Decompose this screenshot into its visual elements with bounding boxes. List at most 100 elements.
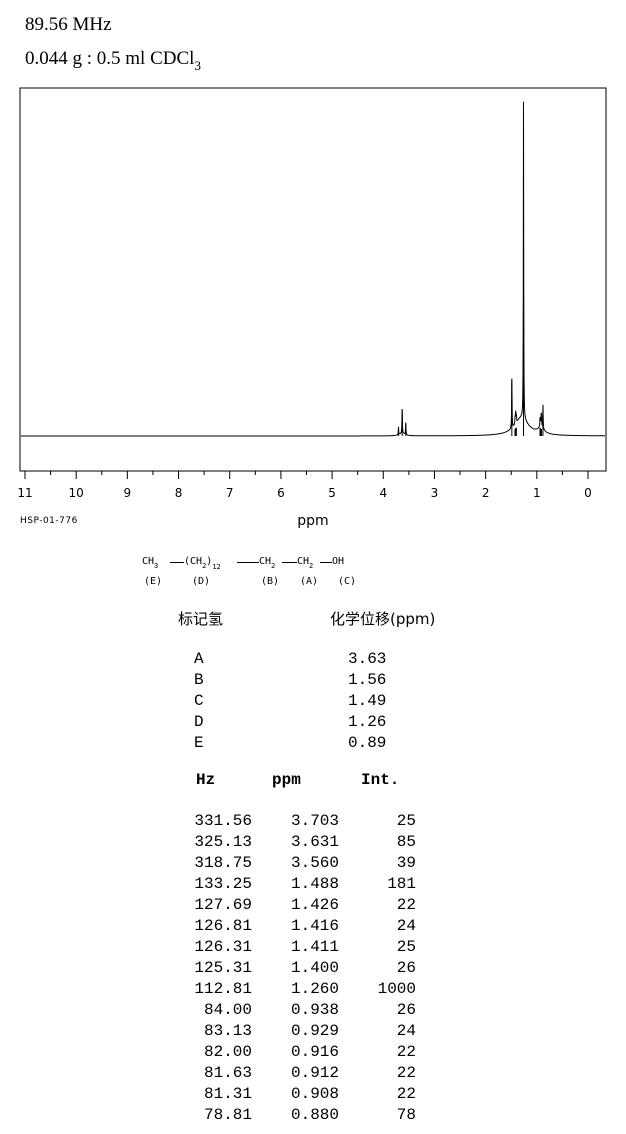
assignment-row: E 0.89	[0, 734, 626, 755]
peak-int: 22	[396, 1064, 416, 1082]
x-tick-label: 8	[175, 486, 183, 500]
peak-int: 24	[396, 1022, 416, 1040]
peak-hz: 126.81	[194, 917, 252, 935]
x-axis-tick-labels: 11 10 9 8 7 6 5 4 3 2 1 0	[17, 486, 591, 500]
assignment-label: D	[194, 713, 204, 731]
peak-row: 81.63 0.912 22	[0, 1064, 626, 1085]
x-tick-label: 2	[482, 486, 490, 500]
peak-int: 39	[396, 854, 416, 872]
structure-formula: CH3 (CH2)12 CH2 CH2 OH (E) (D) (B) (A) (…	[142, 556, 442, 592]
peak-ppm: 1.426	[290, 896, 339, 914]
peak-ppm: 1.411	[290, 938, 339, 956]
peak-row: 133.25 1.488 181	[0, 875, 626, 896]
x-tick-label: 11	[17, 486, 32, 500]
peak-int: 1000	[377, 980, 416, 998]
peak-row: 78.81 0.880 78	[0, 1106, 626, 1127]
bond-b-a	[282, 562, 297, 563]
peak-row: 126.31 1.411 25	[0, 938, 626, 959]
peak-hz: 127.69	[194, 896, 252, 914]
sample-description: 0.044 g : 0.5 ml CDCl3	[25, 48, 201, 73]
assignment-label: E	[194, 734, 204, 752]
peak-ppm: 3.631	[290, 833, 339, 851]
peak-row: 84.00 0.938 26	[0, 1001, 626, 1022]
group-d-close: )	[206, 556, 213, 567]
peak-row: 83.13 0.929 24	[0, 1022, 626, 1043]
assignment-row: C 1.49	[0, 692, 626, 713]
spectrometer-frequency: 89.56 MHz	[25, 14, 112, 35]
assignment-label: B	[194, 671, 204, 689]
label-b: (B)	[261, 576, 280, 587]
bond-e-d	[170, 562, 184, 563]
peak-hz: 331.56	[194, 812, 252, 830]
peak-int: 85	[396, 833, 416, 851]
bond-d-b	[237, 562, 259, 563]
peak-hz: 318.75	[194, 854, 252, 872]
peak-ppm: 0.938	[290, 1001, 339, 1019]
group-d-text: (CH	[184, 556, 203, 567]
group-e-text: CH	[142, 556, 155, 567]
peak-header-ppm: ppm	[272, 771, 301, 789]
peak-int: 78	[396, 1106, 416, 1124]
label-a: (A)	[300, 576, 319, 587]
peak-ppm: 0.929	[290, 1022, 339, 1040]
x-tick-label: 10	[69, 486, 84, 500]
peak-int: 25	[396, 812, 416, 830]
assignment-header-label: 标记氢	[178, 610, 224, 628]
peak-row: 125.31 1.400 26	[0, 959, 626, 980]
label-d: (D)	[192, 576, 211, 587]
assignment-shift: 1.49	[348, 692, 387, 710]
assignment-row: D 1.26	[0, 713, 626, 734]
plot-frame	[19, 87, 607, 472]
peak-ppm: 1.488	[290, 875, 339, 893]
x-tick-label: 4	[379, 486, 387, 500]
nmr-spectrum-chart: 11 10 9 8 7 6 5 4 3 2 1 0 ppm	[17, 87, 607, 529]
group-c: OH	[332, 556, 345, 567]
peak-hz: 81.31	[203, 1085, 252, 1103]
peak-hz: 125.31	[194, 959, 252, 977]
peak-ppm: 1.260	[290, 980, 339, 998]
group-a: CH2	[297, 556, 314, 570]
peak-row: 325.13 3.631 85	[0, 833, 626, 854]
peak-int: 25	[396, 938, 416, 956]
peak-hz: 84.00	[203, 1001, 252, 1019]
peak-row: 81.31 0.908 22	[0, 1085, 626, 1106]
peak-row: 331.56 3.703 25	[0, 812, 626, 833]
x-tick-label: 0	[584, 486, 592, 500]
peak-int: 22	[396, 1043, 416, 1061]
peak-header-hz: Hz	[196, 771, 216, 789]
assignment-row: A 3.63	[0, 650, 626, 671]
peak-ppm: 1.416	[290, 917, 339, 935]
group-b: CH2	[259, 556, 275, 570]
sample-text: 0.044 g : 0.5 ml CDCl	[25, 48, 195, 69]
peak-int: 24	[396, 917, 416, 935]
peak-hz: 325.13	[194, 833, 252, 851]
peak-row: 112.81 1.260 1000	[0, 980, 626, 1001]
assignment-header-shift: 化学位移(ppm)	[330, 610, 436, 628]
group-d: (CH2)12	[184, 556, 221, 571]
x-tick-label: 5	[328, 486, 336, 500]
peak-hz: 112.81	[194, 980, 252, 998]
peak-hz: 78.81	[203, 1106, 252, 1124]
group-d-repeat: 12	[212, 563, 221, 571]
assignment-shift: 1.56	[348, 671, 387, 689]
peak-row: 318.75 3.560 39	[0, 854, 626, 875]
group-a-sub: 2	[309, 562, 314, 570]
peak-hz: 81.63	[203, 1064, 252, 1082]
group-e: CH3	[142, 556, 159, 570]
sample-subscript: 3	[194, 58, 201, 73]
assignment-shift: 1.26	[348, 713, 387, 731]
peak-int: 26	[396, 959, 416, 977]
x-tick-label: 6	[277, 486, 285, 500]
peak-ppm: 0.880	[290, 1106, 339, 1124]
peak-int: 181	[387, 875, 416, 893]
bond-a-c	[320, 562, 332, 563]
x-tick-label: 9	[124, 486, 132, 500]
label-c: (C)	[338, 576, 357, 587]
assignment-label: C	[194, 692, 204, 710]
group-d-sub: 2	[202, 562, 207, 570]
group-e-sub: 3	[154, 562, 159, 570]
peak-ppm: 0.912	[290, 1064, 339, 1082]
assignment-shift: 0.89	[348, 734, 387, 752]
peak-ppm: 0.908	[290, 1085, 339, 1103]
peak-hz: 82.00	[203, 1043, 252, 1061]
